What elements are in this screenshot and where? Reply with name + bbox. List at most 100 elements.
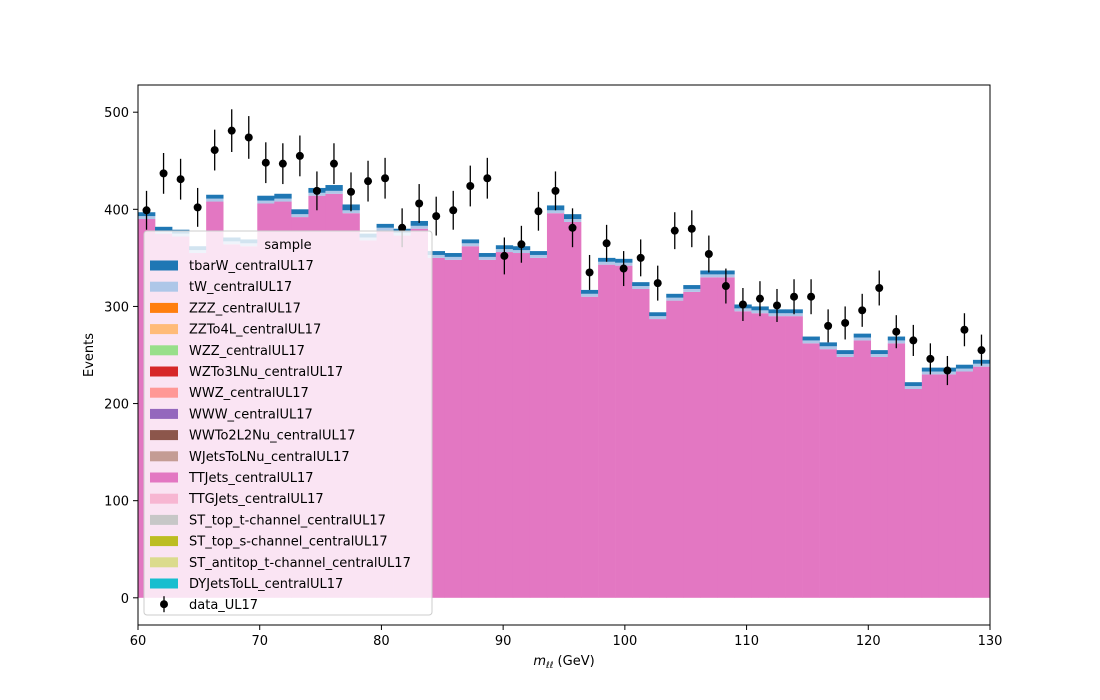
legend-label: WWTo2L2Nu_centralUL17 <box>189 429 355 444</box>
data-point <box>790 292 799 301</box>
bar-tbarW_centralUL17 <box>206 194 224 199</box>
legend-swatch <box>150 324 178 335</box>
bar-TTJets_centralUL17 <box>853 340 872 598</box>
bar-tW_centralUL17 <box>376 227 394 231</box>
legend-label: ST_antitop_t-channel_centralUL17 <box>189 556 411 571</box>
bar-tW_centralUL17 <box>666 297 684 301</box>
bar-tW_centralUL17 <box>529 254 548 258</box>
x-tick-label: 70 <box>251 634 268 649</box>
bar-TTJets_centralUL17 <box>598 264 616 598</box>
bar-tbarW_centralUL17 <box>649 312 667 317</box>
bar-TTJets_centralUL17 <box>683 291 701 598</box>
data-point <box>858 306 867 315</box>
bar-tbarW_centralUL17 <box>802 336 820 341</box>
bar-TTJets_centralUL17 <box>938 374 957 598</box>
legend-label: data_UL17 <box>189 598 258 613</box>
bar-tW_centralUL17 <box>683 288 701 292</box>
y-tick-label: 100 <box>104 495 129 510</box>
bar-TTJets_centralUL17 <box>887 343 906 598</box>
data-point <box>824 321 833 330</box>
bar-tbarW_centralUL17 <box>427 251 446 255</box>
bar-tW_centralUL17 <box>257 200 275 204</box>
bar-tW_centralUL17 <box>802 340 820 344</box>
bar-TTJets_centralUL17 <box>751 313 769 598</box>
data-point <box>977 346 986 355</box>
bar-TTJets_centralUL17 <box>512 253 531 598</box>
x-axis-label-unit: (GeV) <box>553 654 594 669</box>
data-point <box>807 292 816 301</box>
bar-tbarW_centralUL17 <box>274 193 292 199</box>
plot-frame <box>137 84 991 626</box>
legend-swatch <box>150 578 178 589</box>
bar-tbarW_centralUL17 <box>529 251 548 255</box>
bar-TTJets_centralUL17 <box>581 296 599 598</box>
bar-tW_centralUL17 <box>700 274 718 278</box>
bar-tbarW_centralUL17 <box>683 285 701 289</box>
bar-tbarW_centralUL17 <box>870 350 889 355</box>
bar-TTJets_centralUL17 <box>444 259 463 598</box>
bar-tbarW_centralUL17 <box>257 195 275 201</box>
bar-TTJets_centralUL17 <box>700 277 718 598</box>
bar-tW_centralUL17 <box>291 214 309 218</box>
data-point <box>704 249 713 258</box>
data-point <box>534 207 543 216</box>
data-point <box>619 264 628 273</box>
data-point <box>875 283 884 292</box>
bar-tbarW_centralUL17 <box>581 289 599 294</box>
data-point <box>227 126 236 135</box>
bar-TTJets_centralUL17 <box>734 311 752 598</box>
data-point <box>176 175 185 184</box>
bar-tbarW_centralUL17 <box>904 382 923 387</box>
data-point <box>295 151 304 160</box>
legend-label: WWZ_centralUL17 <box>189 386 309 401</box>
bar-TTJets_centralUL17 <box>802 343 820 598</box>
data-point <box>500 251 509 260</box>
legend-swatch <box>150 514 178 525</box>
bar-TTJets_centralUL17 <box>632 288 650 598</box>
bar-tW_centralUL17 <box>546 210 565 214</box>
legend: sample tbarW_centralUL17 tW_centralUL17 ZZZ… <box>143 230 433 616</box>
x-tick-label: 110 <box>734 634 759 649</box>
bar-tbarW_centralUL17 <box>376 223 394 228</box>
legend-label: WWW_centralUL17 <box>189 407 313 422</box>
data-point <box>210 146 219 155</box>
bar-tW_centralUL17 <box>870 354 889 357</box>
legend-label: ZZZ_centralUL17 <box>189 301 301 316</box>
data-point <box>159 169 168 178</box>
legend-swatch <box>150 536 178 547</box>
legend-label: ZZTo4L_centralUL17 <box>189 323 321 338</box>
data-point <box>755 294 764 303</box>
y-tick-label: 400 <box>104 203 129 218</box>
data-points <box>142 109 986 386</box>
data-point <box>926 354 935 363</box>
data-point <box>585 268 594 277</box>
y-tick-label: 200 <box>104 398 129 413</box>
legend-label: WZZ_centralUL17 <box>189 344 305 359</box>
data-point <box>892 327 901 336</box>
bar-tW_centralUL17 <box>955 368 974 372</box>
bar-TTJets_centralUL17 <box>564 221 582 598</box>
data-point <box>483 174 492 183</box>
legend-swatch <box>150 430 178 441</box>
bar-tW_centralUL17 <box>598 261 616 265</box>
data-point <box>909 336 918 345</box>
bar-tW_centralUL17 <box>478 256 497 260</box>
bar-tW_centralUL17 <box>325 190 343 194</box>
legend-swatch <box>150 451 178 462</box>
bar-tbarW_centralUL17 <box>819 342 837 347</box>
legend-label: DYJetsToLL_centralUL17 <box>189 577 343 592</box>
bar-TTJets_centralUL17 <box>768 316 786 598</box>
x-tick-label: 100 <box>612 634 637 649</box>
bar-tW_centralUL17 <box>904 386 923 389</box>
bar-tbarW_centralUL17 <box>632 282 650 287</box>
legend-label: tW_centralUL17 <box>189 280 292 295</box>
data-point <box>398 223 407 232</box>
data-point <box>432 212 441 221</box>
legend-box <box>143 230 433 616</box>
bar-TTJets_centralUL17 <box>870 356 889 598</box>
x-axis-label: mℓℓ (GeV) <box>533 654 594 671</box>
y-tick-label: 300 <box>104 300 129 315</box>
data-point <box>602 239 611 248</box>
legend-label: TTJets_centralUL17 <box>188 471 314 486</box>
